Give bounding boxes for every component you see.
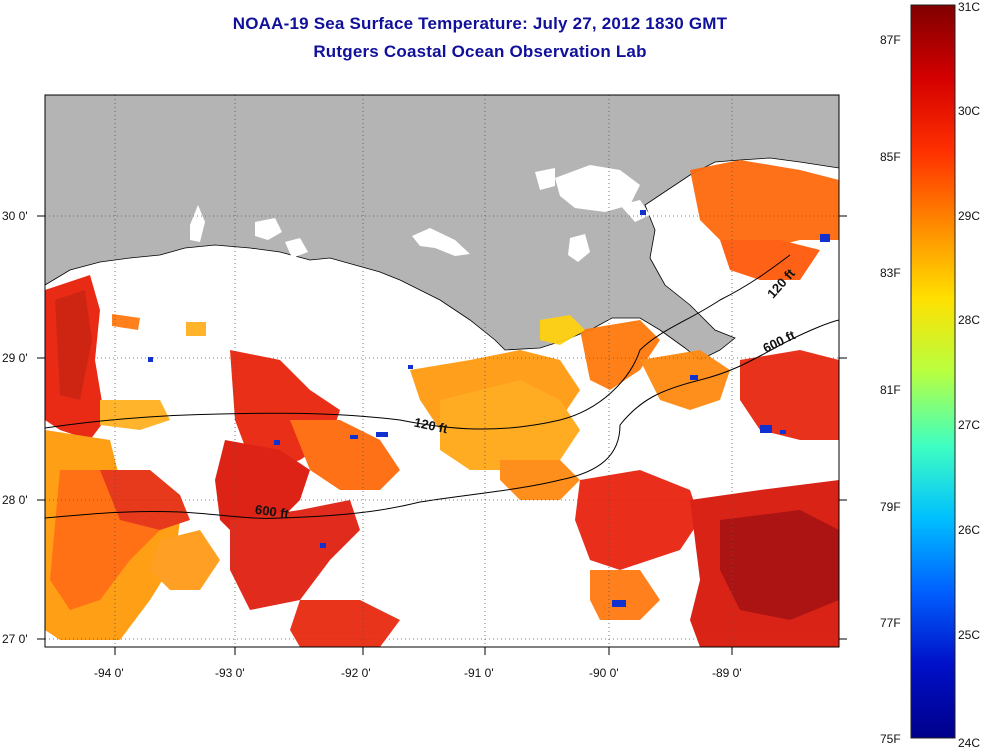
- map-subtitle: Rutgers Coastal Ocean Observation Lab: [313, 42, 647, 61]
- colorbar-f-label: 85F: [880, 150, 901, 164]
- lake: [285, 238, 308, 258]
- grid-lines: [45, 95, 839, 647]
- lat-label: 30 0': [2, 209, 28, 223]
- colorbar-c-label: 31C: [958, 0, 981, 14]
- colorbar-f-label: 81F: [880, 383, 901, 397]
- lon-label: -90 0': [589, 666, 619, 680]
- lat-label: 27 0': [2, 632, 28, 646]
- contour-120ft-west: [45, 254, 791, 430]
- lon-label: -92 0': [341, 666, 371, 680]
- lake: [620, 200, 650, 222]
- colorbar-f-label: 83F: [880, 266, 901, 280]
- colorbar-f-label: 77F: [880, 616, 901, 630]
- bathymetry-contours: [45, 254, 839, 519]
- colorbar: [910, 4, 956, 739]
- lake: [255, 218, 282, 240]
- axis-ticks: [37, 215, 847, 655]
- lake: [568, 234, 590, 262]
- lon-label: -93 0': [215, 666, 245, 680]
- colorbar-c-label: 28C: [958, 313, 981, 327]
- lon-label: -91 0': [464, 666, 494, 680]
- colorbar-f-label: 75F: [880, 732, 901, 746]
- colorbar-c-label: 30C: [958, 104, 981, 118]
- colorbar-f-label: 87F: [880, 33, 901, 47]
- colorbar-c-label: 24C: [958, 736, 981, 750]
- sst-patches: [45, 160, 839, 647]
- contour-600ft: [45, 319, 839, 519]
- colorbar-c-label: 25C: [958, 628, 981, 642]
- cold-specks: [148, 210, 830, 607]
- lake: [555, 165, 640, 212]
- lat-label: 29 0': [2, 351, 28, 365]
- lake: [412, 228, 470, 256]
- lat-label: 28 0': [2, 493, 28, 507]
- plot-border: [44, 94, 840, 648]
- lon-label: -89 0': [712, 666, 742, 680]
- colorbar-c-label: 26C: [958, 523, 981, 537]
- lake: [535, 168, 555, 190]
- plot-area: [45, 95, 839, 647]
- colorbar-f-label: 79F: [880, 500, 901, 514]
- map-title: NOAA-19 Sea Surface Temperature: July 27…: [232, 14, 728, 33]
- lon-label: -94 0': [94, 666, 124, 680]
- lake: [190, 205, 205, 242]
- colorbar-c-label: 27C: [958, 418, 981, 432]
- colorbar-c-label: 29C: [958, 209, 981, 223]
